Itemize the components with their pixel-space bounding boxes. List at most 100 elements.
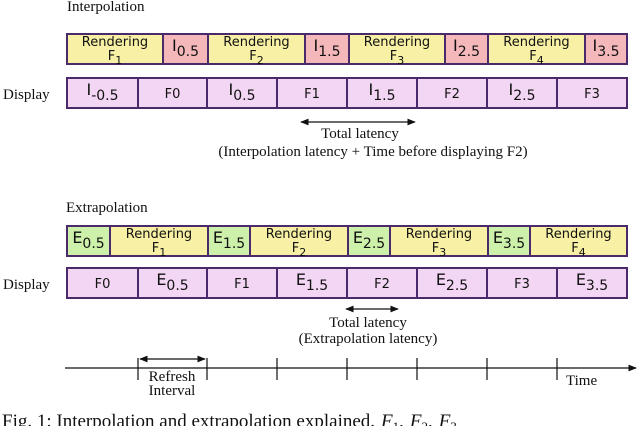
box-rect bbox=[416, 267, 488, 299]
label-text: E bbox=[72, 228, 82, 247]
box-label: E3.5 bbox=[493, 228, 525, 252]
box-label: F2 bbox=[444, 87, 460, 102]
box-rect bbox=[584, 33, 628, 65]
box: E0.5 bbox=[66, 225, 111, 257]
box-rect bbox=[486, 77, 558, 109]
label-subscript: 3.5 bbox=[503, 236, 525, 252]
box: E1.5 bbox=[207, 225, 251, 257]
caption-sep: , bbox=[399, 411, 404, 426]
box-rect bbox=[66, 33, 164, 65]
label-text: I bbox=[172, 36, 177, 55]
caption-text: Fig. 1: Interpolation and extrapolation … bbox=[2, 411, 375, 426]
latency-note: (Interpolation latency + Time before dis… bbox=[218, 144, 527, 160]
box-label: I1.5 bbox=[314, 36, 341, 60]
box-label: F0 bbox=[165, 87, 181, 102]
label-text: F bbox=[249, 49, 256, 64]
label-text: F bbox=[432, 241, 439, 256]
label-text: F bbox=[108, 49, 115, 64]
label-text: E bbox=[493, 228, 503, 247]
box-label: F3 bbox=[584, 87, 600, 102]
label-subscript: 1.5 bbox=[318, 44, 340, 60]
box-rect bbox=[207, 33, 306, 65]
label-text: I bbox=[509, 80, 514, 99]
box-label: F3 bbox=[432, 241, 446, 259]
label-text: E bbox=[213, 228, 223, 247]
box-rect bbox=[137, 77, 208, 109]
box-label: I1.5 bbox=[369, 80, 396, 104]
box: F0 bbox=[137, 77, 208, 109]
box: E2.5 bbox=[416, 267, 488, 299]
box: I0.5 bbox=[206, 77, 278, 109]
label-text: F2 bbox=[444, 87, 460, 102]
box-label: Rendering bbox=[503, 35, 569, 50]
box-label: F4 bbox=[571, 241, 585, 259]
box: I3.5 bbox=[584, 33, 628, 65]
label-subscript: 2 bbox=[257, 54, 264, 67]
box-label: F2 bbox=[292, 241, 306, 259]
label-text: I bbox=[86, 80, 91, 99]
box-label: F3 bbox=[514, 277, 530, 292]
box: F2 bbox=[346, 267, 418, 299]
box-label: E3.5 bbox=[576, 270, 608, 294]
box-label: F1 bbox=[152, 241, 166, 259]
label-text: I bbox=[453, 36, 458, 55]
label-text: F bbox=[152, 241, 159, 256]
label-subscript: 2.5 bbox=[513, 88, 535, 104]
box-label: I0.5 bbox=[172, 36, 199, 60]
caption-sub: 1 bbox=[393, 419, 400, 426]
box: I-0.5 bbox=[66, 77, 139, 109]
box-label: F1 bbox=[304, 87, 320, 102]
box-rect bbox=[346, 267, 418, 299]
box-rect bbox=[487, 33, 586, 65]
box-label: Rendering bbox=[364, 35, 430, 50]
box-rect bbox=[304, 33, 350, 65]
box-label: Rendering bbox=[82, 35, 148, 50]
timeline-ticks bbox=[137, 358, 558, 380]
box-rect bbox=[206, 77, 278, 109]
label-subscript: 2.5 bbox=[458, 44, 480, 60]
label-text: E bbox=[353, 228, 363, 247]
label-subscript: 4 bbox=[579, 246, 586, 259]
box-label: I3.5 bbox=[593, 36, 620, 60]
row-label: Display bbox=[3, 87, 50, 103]
box: E2.5 bbox=[347, 225, 391, 257]
box-rect bbox=[348, 33, 446, 65]
caption-sub: 2 bbox=[422, 419, 429, 426]
latency-label: Total latency bbox=[329, 315, 407, 331]
box-label: Rendering bbox=[126, 227, 192, 242]
label-subscript: 0.5 bbox=[82, 236, 104, 252]
label-text: E bbox=[156, 270, 166, 289]
box-label: F4 bbox=[529, 49, 543, 67]
box: F1 bbox=[206, 267, 278, 299]
box: E1.5 bbox=[276, 267, 348, 299]
label-text: F bbox=[292, 241, 299, 256]
caption-var: F bbox=[409, 411, 422, 426]
box: F2 bbox=[416, 77, 488, 109]
box-label: F2 bbox=[374, 277, 390, 292]
label-subscript: 0.5 bbox=[177, 44, 199, 60]
label-subscript: 3 bbox=[439, 246, 446, 259]
box: E3.5 bbox=[487, 225, 531, 257]
label-subscript: 1.5 bbox=[306, 278, 328, 294]
label-text: F bbox=[571, 241, 578, 256]
row-label: Display bbox=[3, 277, 50, 293]
time-label: Time bbox=[566, 373, 597, 389]
label-text: F0 bbox=[95, 277, 111, 292]
box: F3 bbox=[556, 77, 628, 109]
label-text: F0 bbox=[165, 87, 181, 102]
label-text: I bbox=[314, 36, 319, 55]
label-subscript: 3.5 bbox=[597, 44, 619, 60]
box-label: E2.5 bbox=[353, 228, 385, 252]
label-subscript: 0.5 bbox=[166, 278, 188, 294]
box-label: I-0.5 bbox=[86, 80, 118, 104]
label-text: I bbox=[369, 80, 374, 99]
label-subscript: 2.5 bbox=[363, 236, 385, 252]
box-label: Rendering bbox=[545, 227, 611, 242]
